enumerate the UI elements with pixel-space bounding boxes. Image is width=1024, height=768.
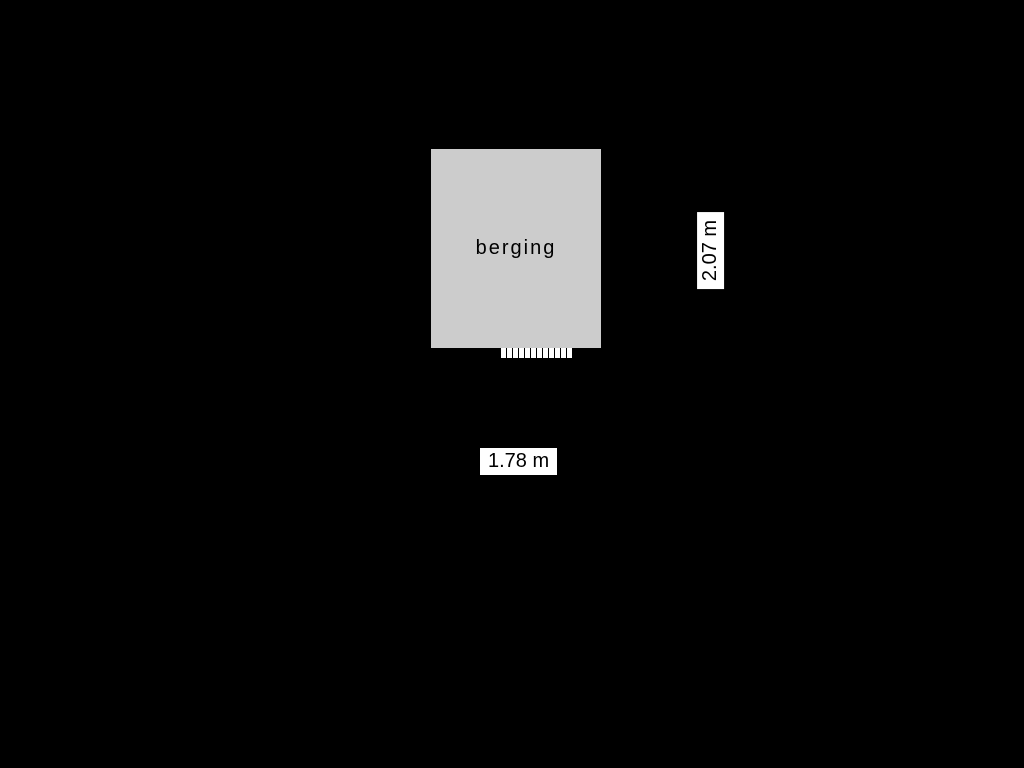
room-label: berging — [476, 237, 557, 260]
room-berging: berging — [427, 145, 605, 352]
door-hatch — [500, 348, 572, 358]
dimension-width-label: 1.78 m — [480, 448, 557, 475]
door-symbol — [500, 348, 572, 358]
dimension-height-label: 2.07 m — [697, 212, 724, 289]
